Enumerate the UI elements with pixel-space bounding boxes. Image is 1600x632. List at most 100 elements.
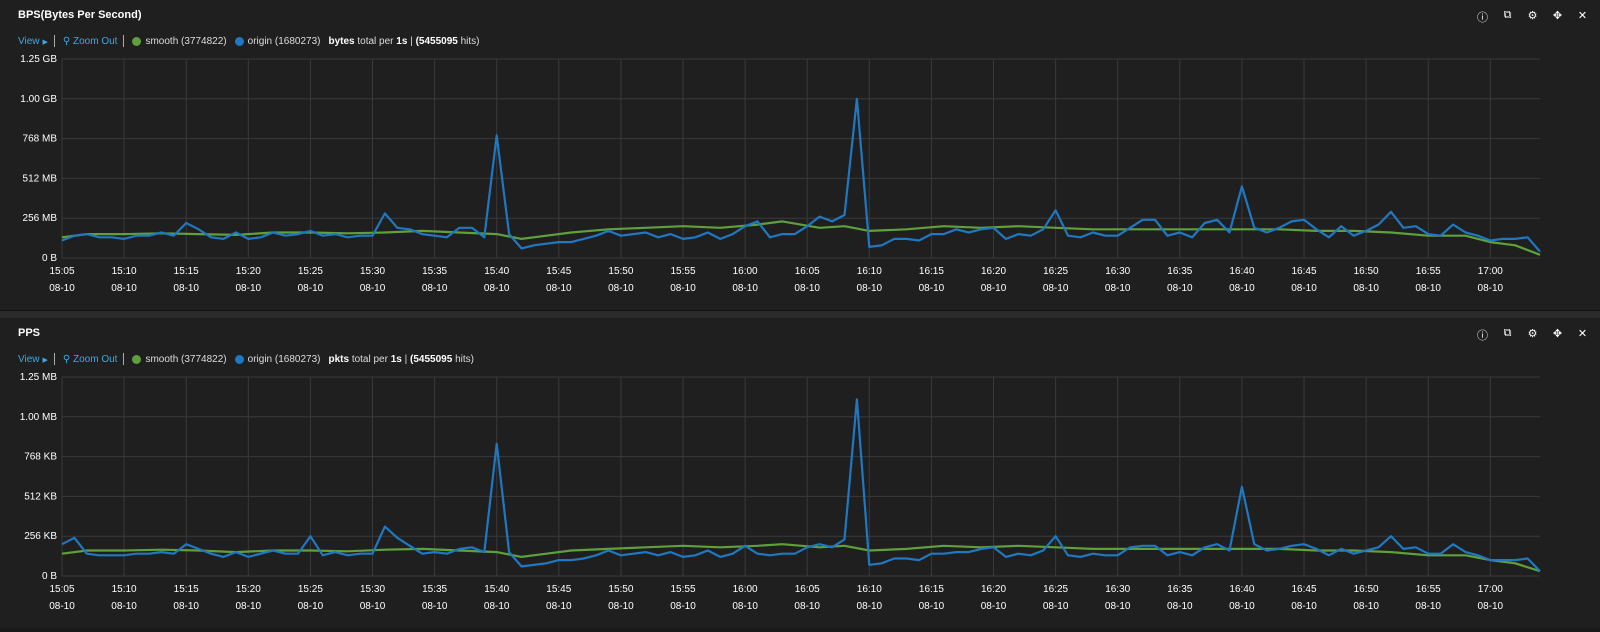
x-tick-label: 16:05 (795, 584, 820, 595)
x-tick-date: 08-10 (1229, 601, 1255, 612)
summary-hits: (5455095 (410, 353, 453, 365)
x-tick-date: 08-10 (111, 283, 137, 294)
x-tick-date: 08-10 (608, 283, 634, 294)
x-tick-label: 15:20 (236, 584, 261, 595)
query-summary: pkts total per 1s | (5455095 hits) (328, 353, 474, 365)
x-tick-label: 17:00 (1478, 266, 1503, 277)
x-tick-date: 08-10 (981, 283, 1007, 294)
summary-interval: 1s (390, 353, 402, 365)
zoom-out-button[interactable]: ⚲ Zoom Out (63, 36, 118, 47)
duplicate-icon[interactable]: ⧉ (1503, 9, 1512, 21)
x-tick-label: 16:55 (1416, 266, 1441, 277)
zoom-out-label: Zoom Out (73, 353, 118, 365)
x-tick-label: 15:40 (484, 266, 509, 277)
panel-toolbar: View ▶ ⚲ Zoom Out smooth (3774822) origin… (18, 35, 480, 47)
x-tick-label: 16:20 (981, 266, 1006, 277)
summary-metric: pkts (328, 353, 350, 365)
x-tick-date: 08-10 (360, 601, 386, 612)
x-tick-label: 15:35 (422, 584, 447, 595)
y-tick-label: 512 KB (24, 491, 57, 502)
x-tick-date: 08-10 (360, 283, 386, 294)
x-tick-date: 08-10 (1478, 283, 1504, 294)
caret-right-icon: ▶ (42, 38, 48, 46)
series-origin-line (61, 398, 1541, 572)
x-tick-label: 16:10 (857, 266, 882, 277)
summary-hits: (5455095 (415, 35, 458, 47)
x-tick-date: 08-10 (422, 601, 448, 612)
panel-toolbar: View ▶ ⚲ Zoom Out smooth (3774822) origin… (18, 353, 474, 365)
x-tick-label: 16:35 (1167, 266, 1192, 277)
view-label: View (18, 35, 40, 47)
summary-interval: 1s (396, 35, 408, 47)
caret-right-icon: ▶ (42, 356, 48, 364)
legend-label: origin (1680273) (247, 353, 321, 365)
duplicate-icon[interactable]: ⧉ (1503, 327, 1512, 339)
summary-tail: hits) (460, 35, 480, 47)
y-tick-label: 1.25 GB (20, 54, 57, 65)
x-tick-label: 17:00 (1478, 584, 1503, 595)
x-tick-date: 08-10 (484, 601, 510, 612)
x-tick-label: 16:05 (795, 266, 820, 277)
x-tick-date: 08-10 (1043, 283, 1069, 294)
x-tick-label: 16:40 (1229, 584, 1254, 595)
x-tick-label: 16:45 (1292, 266, 1317, 277)
x-tick-label: 16:40 (1229, 266, 1254, 277)
x-tick-date: 08-10 (236, 601, 262, 612)
y-tick-label: 512 MB (23, 173, 58, 184)
x-tick-date: 08-10 (1105, 601, 1131, 612)
zoom-out-label: Zoom Out (73, 35, 118, 47)
divider (123, 35, 125, 47)
legend-smooth[interactable]: smooth (3774822) (132, 35, 227, 47)
x-tick-date: 08-10 (1043, 601, 1069, 612)
pps-chart[interactable]: 15:05 08-10 15:10 08-10 15:15 08-10 15:20 08-10… (0, 370, 1600, 628)
zoom-out-button[interactable]: ⚲ Zoom Out (63, 354, 118, 365)
x-tick-label: 15:05 (49, 266, 74, 277)
x-tick-label: 15:50 (608, 266, 633, 277)
close-icon[interactable]: ✕ (1577, 10, 1588, 22)
x-tick-label: 16:55 (1416, 584, 1441, 595)
x-tick-date: 08-10 (173, 601, 199, 612)
legend-label: smooth (3774822) (145, 35, 227, 47)
gear-icon[interactable]: ⚙ (1527, 328, 1538, 340)
info-icon[interactable]: ⓘ (1477, 12, 1488, 24)
x-tick-label: 15:25 (298, 266, 323, 277)
legend-origin[interactable]: origin (1680273) (234, 353, 321, 365)
legend-smooth[interactable]: smooth (3774822) (132, 354, 227, 365)
x-tick-label: 16:00 (733, 266, 758, 277)
legend-dot (132, 354, 142, 364)
x-tick-date: 08-10 (1353, 283, 1379, 294)
divider (53, 353, 55, 365)
close-icon[interactable]: ✕ (1577, 328, 1588, 340)
query-summary: bytes total per 1s | (5455095 hits) (328, 35, 480, 47)
panel-title: BPS(Bytes Per Second) (18, 9, 142, 21)
view-button[interactable]: View ▶ (18, 354, 48, 365)
x-tick-date: 08-10 (546, 601, 572, 612)
x-tick-label: 16:30 (1105, 266, 1130, 277)
x-tick-date: 08-10 (1415, 283, 1441, 294)
move-icon[interactable]: ✥ (1552, 328, 1563, 340)
view-button[interactable]: View ▶ (18, 36, 48, 47)
x-tick-label: 16:00 (733, 584, 758, 595)
x-tick-date: 08-10 (298, 283, 324, 294)
move-icon[interactable]: ✥ (1552, 10, 1563, 22)
legend-dot (132, 36, 142, 46)
y-tick-label: 768 MB (23, 134, 58, 145)
x-tick-label: 16:35 (1167, 584, 1192, 595)
x-tick-date: 08-10 (173, 283, 199, 294)
series-smooth-line (61, 543, 1541, 573)
panel-title: PPS (18, 327, 41, 339)
x-tick-label: 15:55 (670, 584, 695, 595)
bps-chart[interactable]: 15:05 08-10 15:10 08-10 15:15 08-10 15:20 08-10… (0, 52, 1600, 310)
view-label: View (18, 353, 40, 365)
x-tick-label: 16:45 (1292, 584, 1317, 595)
info-icon[interactable]: ⓘ (1477, 330, 1488, 342)
x-tick-label: 16:15 (919, 584, 944, 595)
gear-icon[interactable]: ⚙ (1527, 10, 1538, 22)
x-tick-label: 15:15 (174, 266, 199, 277)
y-tick-label: 1.25 MB (20, 372, 58, 383)
x-tick-label: 15:15 (174, 584, 199, 595)
legend-origin[interactable]: origin (1680273) (234, 36, 320, 47)
y-tick-label: 0 B (42, 253, 57, 264)
x-tick-label: 15:10 (112, 266, 137, 277)
x-tick-label: 16:50 (1354, 584, 1379, 595)
